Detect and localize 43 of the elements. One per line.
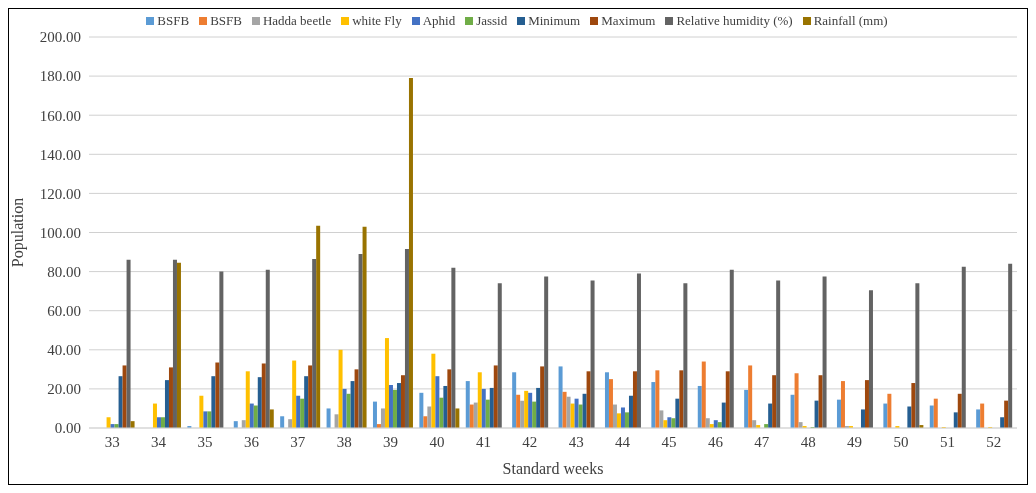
- y-tick-label: 100.00: [39, 224, 81, 241]
- legend-label: Maximum: [601, 13, 656, 29]
- x-tick-label: 36: [243, 433, 260, 450]
- x-tick-label: 45: [661, 433, 677, 450]
- x-tick-label: 42: [522, 433, 538, 450]
- x-tick-label: 43: [568, 433, 584, 450]
- x-tick-label: 40: [429, 433, 445, 450]
- x-tick-label: 49: [847, 433, 863, 450]
- x-axis-title: Standard weeks: [502, 460, 604, 477]
- x-tick-label: 46: [707, 433, 724, 450]
- x-tick-label: 47: [754, 433, 770, 450]
- y-tick-label: 40.00: [47, 342, 81, 359]
- x-tick-label: 34: [151, 433, 167, 450]
- legend-label: BSFB: [210, 13, 242, 29]
- legend-label: Rainfall (mm): [813, 13, 888, 29]
- x-tick-label: 37: [290, 433, 306, 450]
- y-tick-label: 160.00: [39, 107, 81, 124]
- legend-label: Relative humidity (%): [676, 13, 793, 29]
- x-tick-label: 44: [615, 433, 631, 450]
- legend-label: Aphid: [422, 13, 456, 29]
- y-axis-title: Population: [8, 197, 27, 268]
- legend-label: BSFB: [157, 13, 190, 29]
- x-tick-label: 39: [383, 433, 399, 450]
- x-tick-label: 48: [800, 433, 816, 450]
- y-tick-label: 0.00: [54, 420, 81, 437]
- x-tick-label: 33: [104, 433, 120, 450]
- x-tick-label: 50: [893, 433, 909, 450]
- y-tick-label: 200.00: [39, 29, 81, 46]
- legend-label: Jassid: [476, 13, 508, 29]
- x-tick-label: 51: [939, 433, 955, 450]
- x-tick-label: 35: [197, 433, 213, 450]
- y-tick-label: 20.00: [47, 381, 81, 398]
- legend-label: Minimum: [528, 13, 581, 29]
- x-tick-label: 52: [986, 433, 1002, 450]
- y-tick-label: 60.00: [47, 303, 81, 320]
- y-tick-label: 80.00: [47, 263, 81, 280]
- legend-label: white Fly: [352, 13, 402, 29]
- legend-label: Hadda beetle: [262, 13, 332, 29]
- y-tick-label: 180.00: [39, 68, 81, 85]
- y-tick-label: 120.00: [39, 185, 81, 202]
- x-tick-label: 38: [336, 433, 352, 450]
- x-tick-label: 41: [475, 433, 491, 450]
- y-tick-label: 140.00: [39, 146, 81, 163]
